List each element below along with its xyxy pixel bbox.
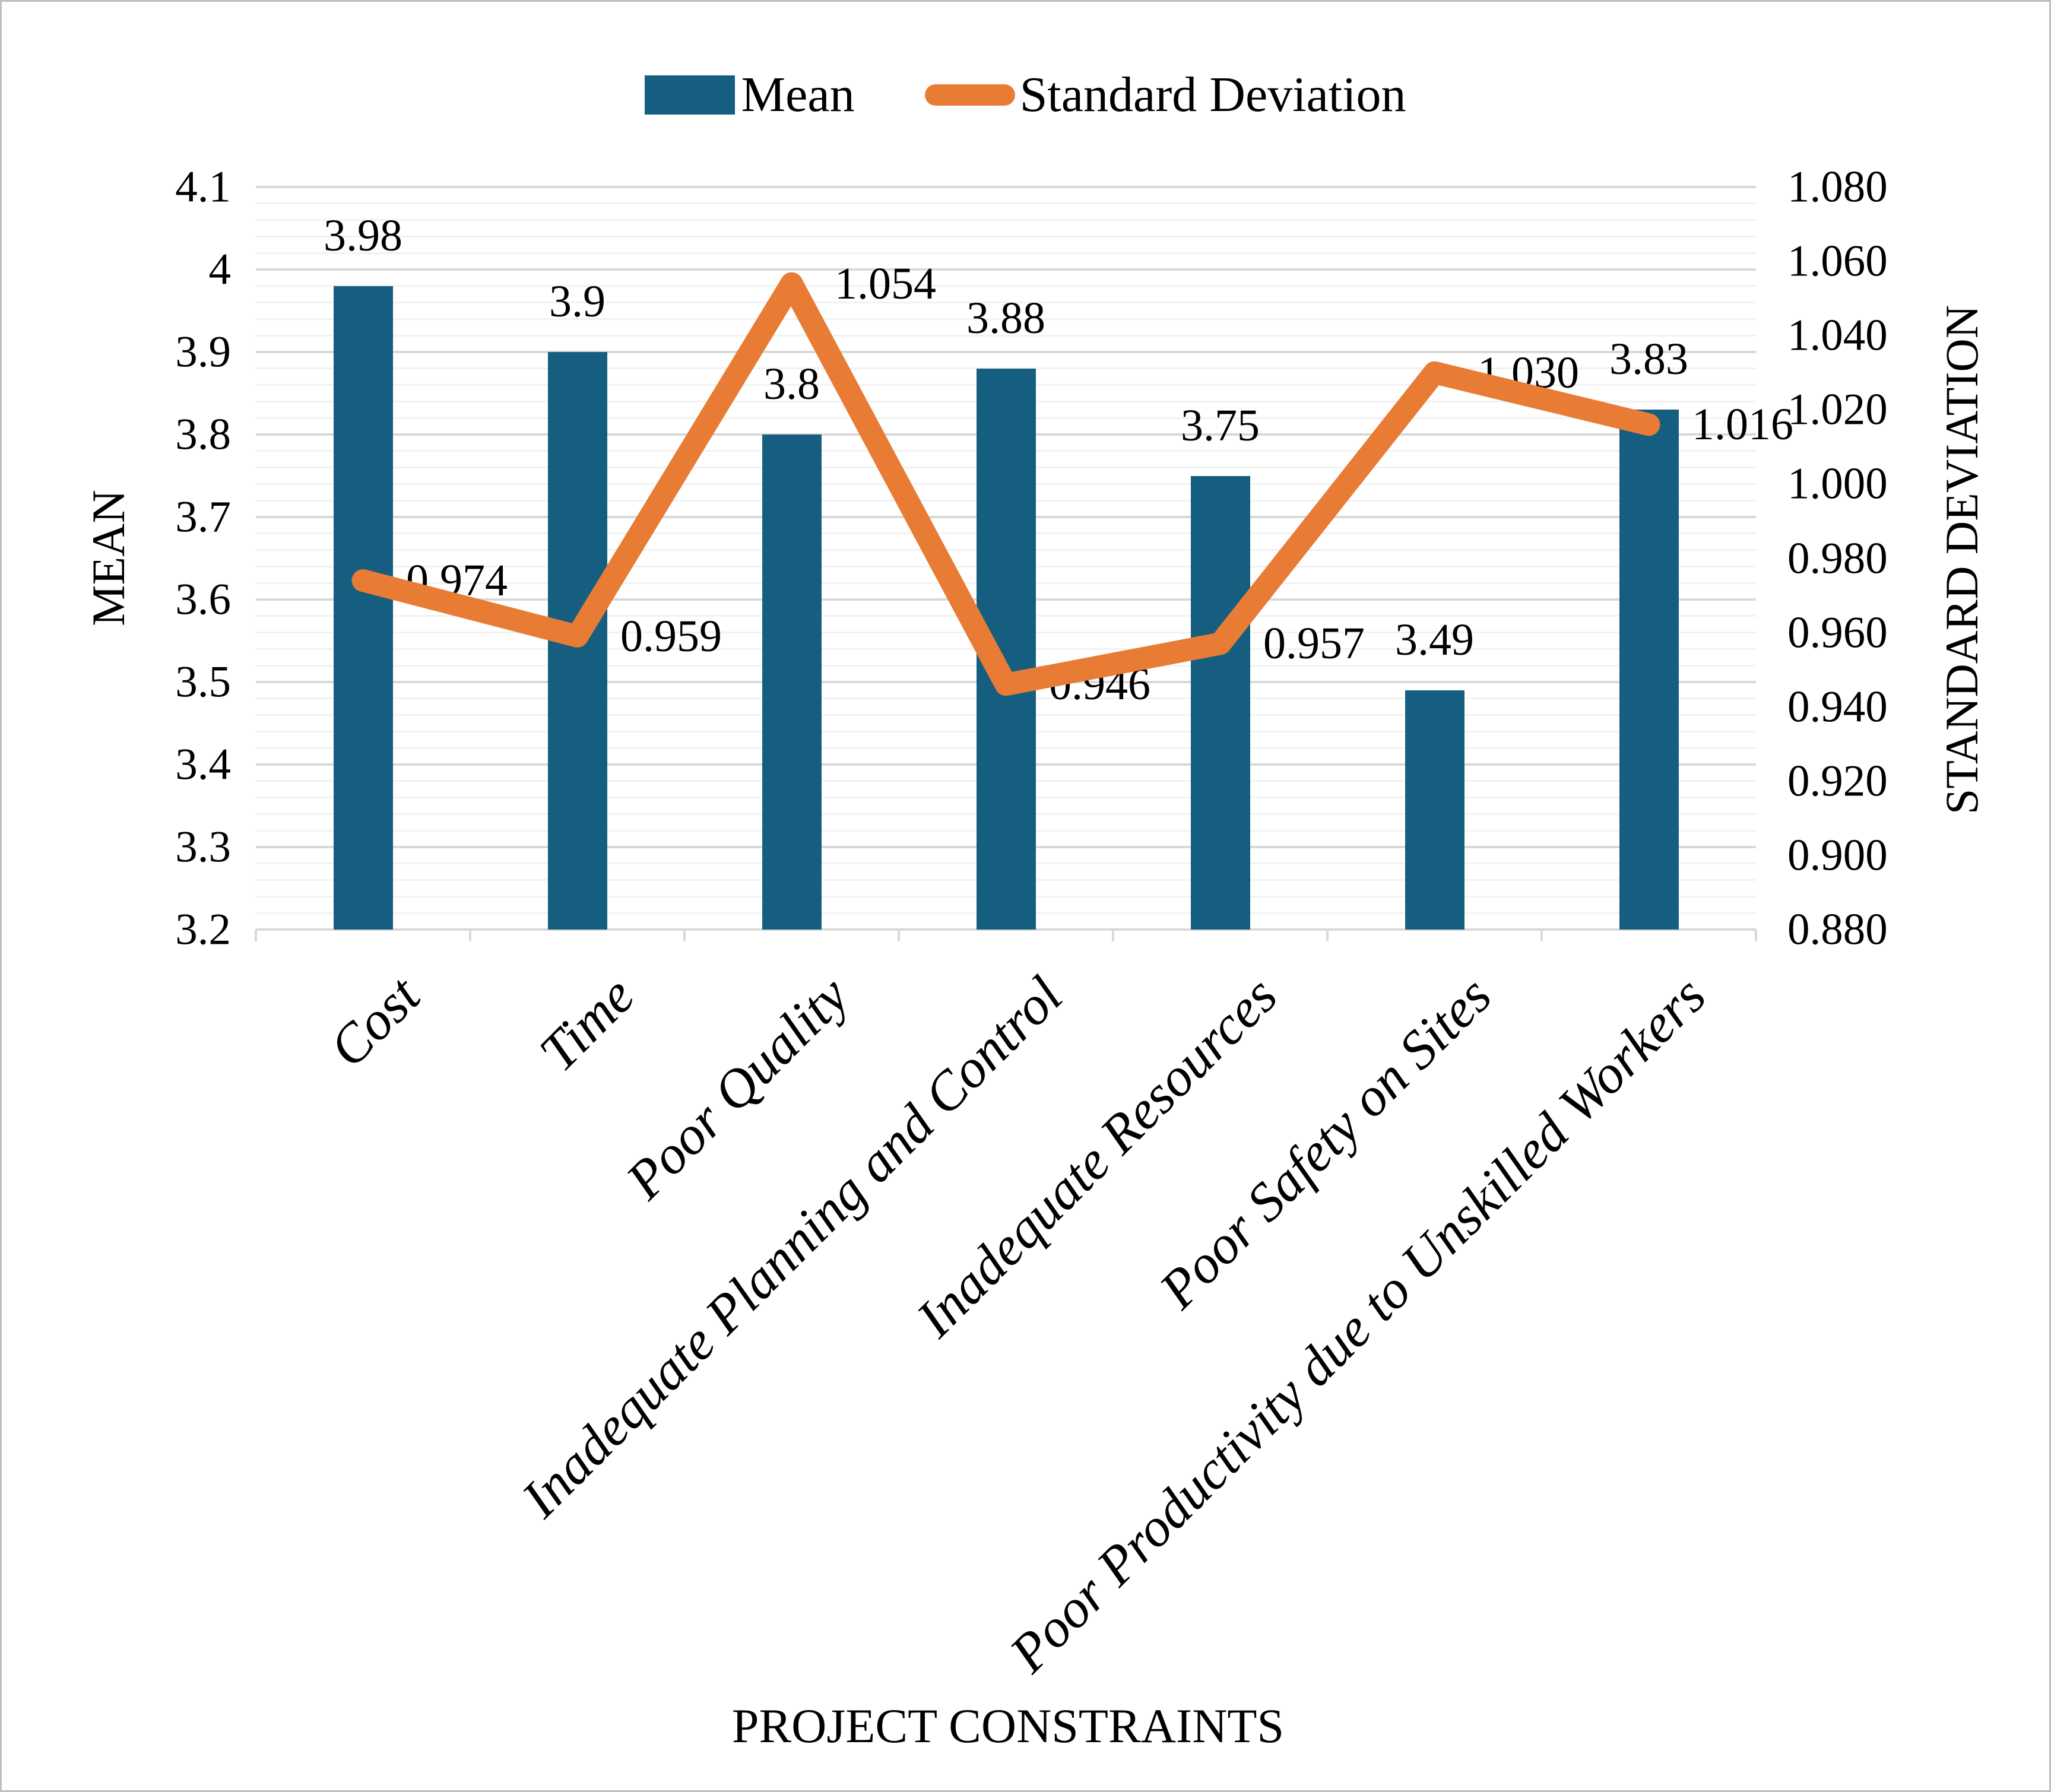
x-tick-mark [1540,930,1543,941]
gridline-minor [256,334,1756,337]
bar-cost [333,286,393,930]
gridline-major [256,351,1756,353]
y-tick-right-1.080: 1.080 [1787,162,1888,212]
data-label-sd-inadequate-resources: 0.957 [1263,619,1365,669]
y-tick-left-3.9: 3.9 [175,327,231,377]
y-tick-right-0.900: 0.900 [1787,830,1888,880]
data-label-mean-poor-quality: 3.8 [763,359,820,409]
y-tick-left-3.3: 3.3 [175,822,231,872]
gridline-minor [256,285,1756,287]
y-tick-right-0.980: 0.980 [1787,534,1888,583]
y-tick-left-4.1: 4.1 [175,162,231,212]
x-tick-mark [1755,930,1757,941]
mean-legend-swatch-icon [645,75,736,115]
gridline-minor [256,252,1756,254]
data-label-sd-poor-quality: 1.054 [835,258,936,309]
bar-poor-quality [762,434,822,930]
y-tick-left-3.2: 3.2 [175,905,231,954]
x-tick-mark [469,930,471,941]
x-tick-mark [1326,930,1329,941]
gridline-minor [256,219,1756,221]
data-label-mean-poor-safety-on-sites: 3.49 [1395,614,1474,665]
y-tick-right-1.000: 1.000 [1787,459,1888,509]
gridline-major [256,268,1756,271]
gridline-major [256,928,1756,931]
legend: Mean Standard Deviation [2,66,2049,123]
x-tick-mark [1112,930,1114,941]
standard-deviation-legend-line-icon [924,84,1015,106]
data-label-sd-time: 0.959 [620,611,722,661]
gridline-major [256,186,1756,188]
gridline-minor [256,302,1756,304]
y-tick-left-3.8: 3.8 [175,410,231,459]
data-label-mean-poor-productivity-due-to-unskilled-workers: 3.83 [1609,334,1688,385]
data-label-sd-poor-productivity-due-to-unskilled-workers: 1.016 [1692,399,1793,450]
y-tick-right-1.020: 1.020 [1787,385,1888,434]
gridline-minor [256,235,1756,237]
gridline-minor [256,202,1756,205]
data-label-mean-cost: 3.98 [324,210,402,261]
bar-inadequate-resources [1190,475,1250,930]
x-tick-mark [255,930,257,941]
y-tick-left-3.4: 3.4 [175,740,231,789]
y-tick-left-4: 4 [208,245,232,294]
x-axis-title: PROJECT CONSTRAINTS [731,1699,1285,1753]
y-tick-right-1.040: 1.040 [1787,310,1888,360]
y-tick-left-3.5: 3.5 [175,657,231,707]
gridline-minor [256,318,1756,320]
data-label-mean-inadequate-resources: 3.75 [1181,400,1260,451]
y-tick-left-3.6: 3.6 [175,575,231,624]
y-tick-right-1.060: 1.060 [1787,236,1888,286]
x-tick-mark [683,930,686,941]
y-tick-right-0.920: 0.920 [1787,756,1888,806]
standard-deviation-line [351,272,1660,696]
bar-poor-safety-on-sites [1405,690,1464,930]
y-tick-right-0.960: 0.960 [1787,608,1888,658]
y-tick-left-3.7: 3.7 [175,492,231,542]
y-tick-right-0.880: 0.880 [1787,905,1888,954]
data-label-mean-time: 3.9 [549,277,606,326]
legend-label-standard-deviation: Standard Deviation [1019,67,1406,122]
data-label-mean-inadequate-planning-and-control: 3.88 [966,293,1045,343]
legend-label-mean: Mean [741,67,855,122]
y-tick-right-0.940: 0.940 [1787,682,1888,732]
x-tick-mark [898,930,900,941]
bar-poor-productivity-due-to-unskilled-workers [1619,410,1679,930]
